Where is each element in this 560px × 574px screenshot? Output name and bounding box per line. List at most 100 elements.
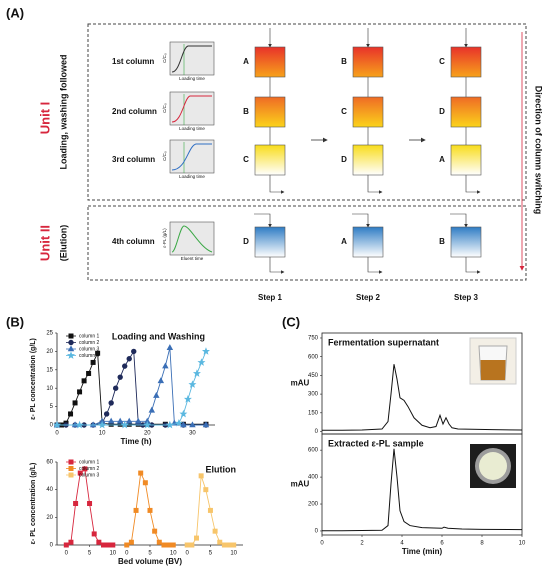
series	[184, 473, 237, 548]
marker	[103, 411, 110, 417]
column	[450, 96, 482, 128]
sample	[479, 452, 507, 480]
mini-curve	[171, 225, 213, 253]
marker	[126, 356, 132, 362]
column-letter: B	[341, 57, 347, 66]
marker	[231, 542, 237, 548]
unit-name: Unit II	[37, 225, 52, 261]
marker	[125, 417, 133, 424]
legend-label: column 4	[79, 353, 100, 359]
marker	[183, 395, 192, 403]
x-tick-label: 10	[170, 551, 177, 557]
column-letter: D	[243, 237, 249, 246]
marker	[90, 359, 96, 365]
row-label: 4th column	[112, 237, 155, 246]
mini-ylabel: C/C₀	[162, 103, 167, 113]
mini-xlabel: Loading time	[179, 126, 205, 131]
series	[63, 466, 116, 548]
marker	[81, 378, 87, 384]
y-tick-label: 0	[315, 529, 319, 535]
marker	[120, 420, 129, 429]
column-letter: D	[439, 107, 445, 116]
marker	[217, 539, 223, 545]
flow-line	[450, 213, 468, 228]
marker	[87, 501, 93, 506]
marker	[188, 380, 197, 388]
mini-xlabel: Eluent time	[181, 256, 204, 261]
y-tick-label: 0	[50, 543, 54, 549]
marker	[124, 542, 130, 548]
y-tick-label: 0	[315, 429, 319, 435]
flow-line	[269, 175, 285, 194]
marker	[98, 420, 107, 429]
flow-line	[465, 257, 481, 274]
marker	[63, 542, 69, 548]
legend-label: column 2	[79, 340, 100, 346]
legend-marker	[68, 459, 74, 465]
marker	[107, 417, 115, 424]
marker	[198, 473, 204, 479]
x-tick-label: 5	[209, 551, 213, 557]
x-tick-label: 2	[360, 541, 364, 547]
x-tick-label: 10	[99, 431, 106, 437]
marker	[135, 417, 142, 424]
marker	[108, 400, 114, 406]
x-tick-label: 0	[55, 431, 59, 437]
direction-label: Direction of column switching	[534, 86, 544, 215]
y-tick-label: 25	[46, 331, 53, 337]
x-tick-label: 10	[230, 551, 237, 557]
marker	[95, 350, 101, 356]
mini-xlabel: Loading time	[179, 174, 205, 179]
column	[450, 144, 482, 176]
column-letter: B	[439, 237, 445, 246]
marker	[189, 542, 195, 548]
y-axis-label: ε- PL concentration (g/L)	[30, 463, 37, 545]
marker	[138, 470, 144, 476]
series	[322, 364, 523, 431]
marker	[156, 539, 162, 545]
column-letter: B	[243, 107, 249, 116]
y-axis-label: ε- PL concentration (g/L)	[30, 338, 37, 420]
y-tick-label: 450	[308, 373, 319, 379]
marker	[75, 420, 84, 429]
marker	[68, 411, 74, 417]
marker	[202, 421, 210, 428]
unit-subtitle: (Elution)	[58, 225, 68, 262]
marker	[147, 507, 153, 513]
unit-box	[87, 205, 527, 281]
liquid	[480, 360, 506, 380]
x-tick-label: 10	[109, 551, 116, 557]
marker	[162, 362, 169, 369]
flow-line	[269, 257, 285, 274]
legend-label: column 3	[79, 346, 100, 352]
marker	[184, 542, 190, 548]
x-tick-label: 30	[189, 431, 196, 437]
marker	[179, 409, 188, 418]
marker	[221, 542, 227, 548]
y-axis-label: mAU	[291, 379, 310, 388]
y-tick-label: 10	[46, 386, 53, 392]
data-line	[322, 364, 523, 431]
series	[322, 448, 523, 532]
x-tick-label: 6	[440, 541, 444, 547]
mini-ylabel: C/C₀	[162, 151, 167, 161]
step-label: Step 1	[258, 293, 283, 302]
mini-plot-bg	[169, 41, 215, 76]
column-letter: D	[341, 155, 347, 164]
y-tick-label: 15	[46, 367, 53, 373]
marker	[128, 539, 134, 545]
y-tick-label: 600	[308, 354, 319, 360]
column	[352, 46, 384, 78]
marker	[72, 400, 78, 406]
x-tick-label: 8	[480, 541, 484, 547]
y-tick-label: 5	[50, 404, 54, 410]
column	[352, 226, 384, 258]
y-tick-label: 40	[46, 487, 53, 493]
data-line	[322, 448, 523, 532]
marker	[226, 542, 232, 548]
mini-plot-bg	[169, 139, 215, 174]
x-tick-label: 10	[519, 541, 526, 547]
series	[53, 347, 210, 429]
marker	[142, 480, 148, 486]
